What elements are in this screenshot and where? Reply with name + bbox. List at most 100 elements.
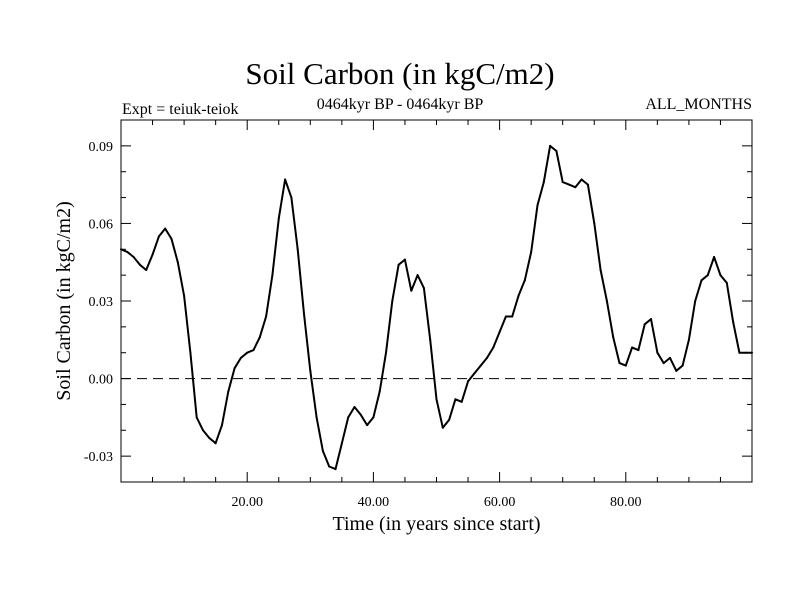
data-point bbox=[542, 181, 545, 184]
data-point bbox=[353, 406, 356, 409]
data-point bbox=[252, 349, 255, 352]
data-point bbox=[738, 351, 741, 354]
data-point bbox=[220, 424, 223, 427]
data-point bbox=[309, 369, 312, 372]
months-label: ALL_MONTHS bbox=[645, 96, 752, 113]
data-point bbox=[675, 369, 678, 372]
series-line bbox=[120, 144, 752, 471]
data-point bbox=[624, 364, 627, 367]
data-point bbox=[561, 181, 564, 184]
data-point bbox=[492, 346, 495, 349]
data-point bbox=[460, 400, 463, 403]
data-point bbox=[549, 144, 552, 147]
data-point bbox=[719, 274, 722, 277]
data-point bbox=[441, 426, 444, 429]
period-label: 0464kyr BP - 0464kyr BP bbox=[316, 96, 484, 113]
y-tick-label: 0.03 bbox=[89, 295, 114, 310]
data-point bbox=[631, 346, 634, 349]
data-point bbox=[530, 250, 533, 253]
x-tick-label: 20.00 bbox=[231, 495, 263, 510]
data-point bbox=[713, 256, 716, 259]
data-point bbox=[321, 449, 324, 452]
data-point bbox=[227, 390, 230, 393]
data-point bbox=[435, 398, 438, 401]
plot-frame bbox=[120, 119, 753, 483]
data-point bbox=[126, 250, 129, 253]
data-point bbox=[138, 263, 141, 266]
data-point bbox=[681, 364, 684, 367]
data-point bbox=[687, 338, 690, 341]
y-tick-label: -0.03 bbox=[84, 450, 113, 465]
data-point bbox=[265, 315, 268, 318]
data-point bbox=[523, 279, 526, 282]
data-point bbox=[315, 416, 318, 419]
data-point bbox=[151, 253, 154, 256]
data-point bbox=[536, 204, 539, 207]
data-point bbox=[284, 178, 287, 181]
data-point bbox=[700, 279, 703, 282]
x-axis-label: Time (in years since start) bbox=[332, 513, 540, 535]
data-point bbox=[586, 183, 589, 186]
data-point bbox=[555, 150, 558, 153]
y-tick-label: 0.06 bbox=[89, 217, 114, 232]
data-point bbox=[385, 351, 388, 354]
data-point bbox=[605, 300, 608, 302]
data-point bbox=[391, 300, 394, 302]
data-point bbox=[517, 294, 520, 297]
data-point bbox=[328, 465, 331, 468]
data-point bbox=[233, 367, 236, 370]
data-point bbox=[732, 320, 735, 323]
data-point bbox=[422, 287, 425, 290]
x-tick-label: 60.00 bbox=[484, 495, 516, 510]
data-point bbox=[359, 413, 362, 416]
data-point bbox=[593, 222, 596, 225]
data-point bbox=[751, 351, 753, 354]
data-point bbox=[145, 268, 148, 271]
data-point bbox=[612, 336, 615, 339]
data-point bbox=[189, 351, 192, 354]
data-point bbox=[511, 315, 514, 318]
data-point bbox=[467, 380, 470, 383]
data-point bbox=[744, 351, 747, 354]
data-point bbox=[599, 268, 602, 271]
data-point bbox=[214, 442, 217, 445]
data-point bbox=[258, 336, 261, 339]
data-point bbox=[208, 437, 211, 440]
data-point bbox=[662, 362, 665, 365]
data-point bbox=[334, 468, 337, 471]
data-point bbox=[164, 227, 167, 230]
data-point bbox=[643, 323, 646, 326]
x-tick-label: 40.00 bbox=[358, 495, 390, 510]
data-point bbox=[132, 256, 135, 259]
chart-title: Soil Carbon (in kgC/m2) bbox=[245, 56, 555, 91]
data-point bbox=[246, 351, 249, 354]
data-point bbox=[372, 416, 375, 419]
data-point bbox=[568, 183, 571, 186]
data-point bbox=[454, 398, 457, 401]
data-point bbox=[183, 294, 186, 297]
data-point bbox=[448, 418, 451, 421]
data-point bbox=[397, 263, 400, 266]
data-point bbox=[170, 237, 173, 240]
data-point bbox=[277, 217, 280, 220]
data-point bbox=[668, 356, 671, 359]
data-point bbox=[195, 416, 198, 419]
data-point bbox=[498, 331, 501, 334]
data-point bbox=[347, 416, 350, 419]
data-point bbox=[580, 178, 583, 181]
x-tick-label: 80.00 bbox=[610, 495, 642, 510]
data-point bbox=[574, 186, 577, 189]
data-point bbox=[120, 248, 122, 251]
y-tick-label: 0.00 bbox=[89, 373, 114, 388]
data-point bbox=[725, 281, 728, 284]
data-point bbox=[504, 315, 507, 318]
data-point bbox=[403, 258, 406, 261]
y-axis-label: Soil Carbon (in kgC/m2) bbox=[53, 201, 75, 400]
data-point bbox=[429, 338, 432, 341]
data-point bbox=[618, 362, 621, 365]
data-point bbox=[202, 429, 205, 432]
experiment-label: Expt = teiuk-teiok bbox=[122, 101, 239, 118]
data-point bbox=[694, 300, 697, 302]
data-point bbox=[176, 261, 179, 264]
